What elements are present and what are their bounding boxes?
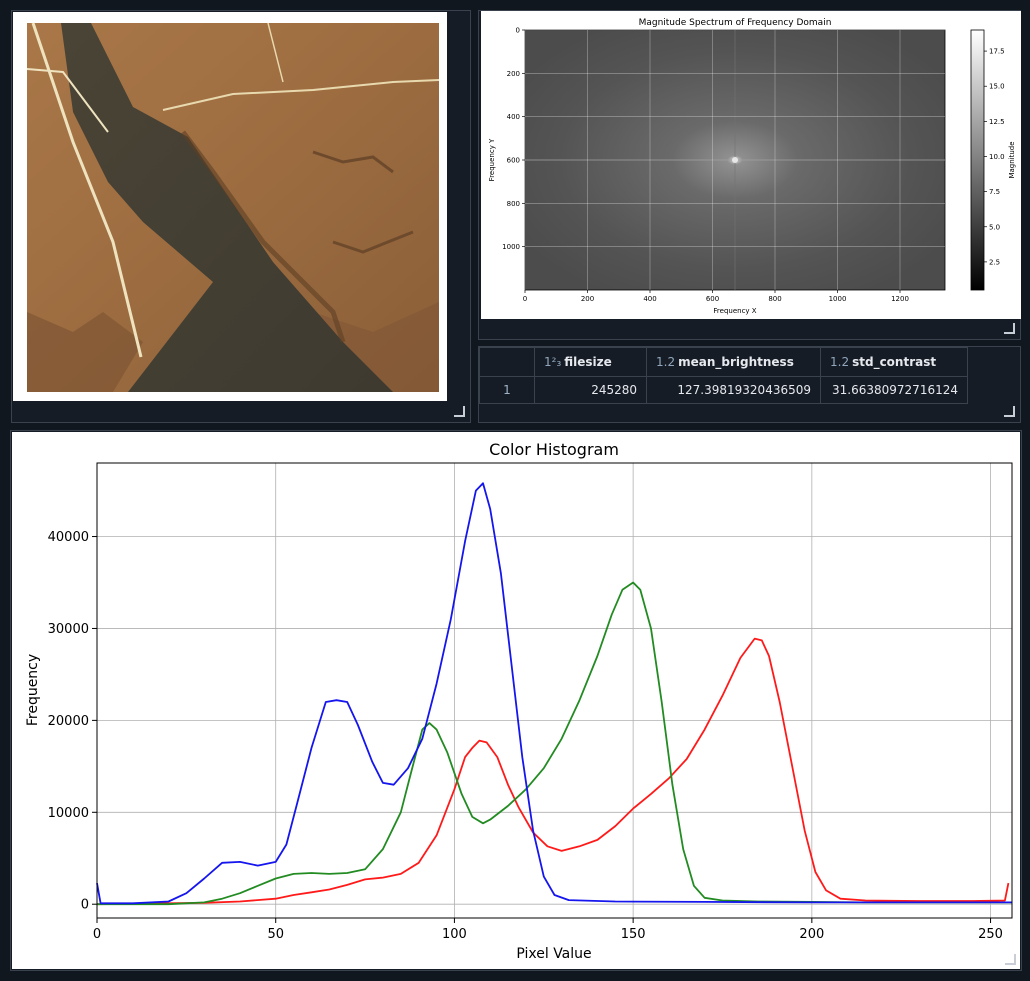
float-type-icon: 1.2: [656, 355, 676, 369]
spectrum-title: Magnitude Spectrum of Frequency Domain: [639, 18, 832, 28]
cell-std-contrast[interactable]: 31.66380972716124: [820, 376, 968, 404]
colorbar-tick-label: 10.0: [989, 153, 1005, 161]
x-tick-label: 100: [442, 927, 467, 942]
y-tick-label: 10000: [48, 806, 89, 821]
x-tick-label: 800: [768, 295, 781, 303]
colorbar-tick-label: 17.5: [989, 48, 1005, 56]
red-channel-line: [96, 637, 1010, 906]
histogram-chart: Color Histogram 0 50 100 150 200 250 0 10000 200…: [25, 440, 1013, 962]
x-tick-label: 1000: [829, 295, 847, 303]
y-tick-label: 800: [507, 200, 520, 208]
histogram-figure: Color Histogram 0 50 100 150 200 250 0 10000 200…: [12, 432, 1020, 969]
spectrum-figure: Magnitude Spectrum of Frequency Domain 0…: [481, 11, 1021, 319]
row-index: 1: [479, 376, 535, 404]
histogram-xlabel: Pixel Value: [516, 946, 591, 962]
rock-photo: [13, 12, 447, 401]
colorbar-label: Magnitude: [1008, 141, 1016, 178]
table-header-row: 1²₃ filesize 1.2 mean_brightness 1.2 std_co…: [479, 347, 968, 377]
index-header: [479, 347, 535, 377]
colorbar: [970, 29, 985, 291]
x-tick-label: 250: [978, 927, 1003, 942]
column-name: filesize: [564, 355, 612, 369]
resize-handle[interactable]: [454, 406, 465, 417]
y-tick-label: 200: [507, 70, 520, 78]
resize-handle[interactable]: [1004, 406, 1015, 417]
y-tick-label: 400: [507, 113, 520, 121]
spectrum-output-panel: Magnitude Spectrum of Frequency Domain 0…: [478, 10, 1021, 340]
colorbar-tick-label: 7.5: [989, 188, 1000, 196]
colorbar-tick-label: 15.0: [989, 83, 1005, 91]
resize-handle[interactable]: [1005, 954, 1016, 965]
x-tick-label: 150: [621, 927, 646, 942]
y-tick-label: 20000: [48, 714, 89, 729]
image-output-panel: [11, 10, 471, 423]
histogram-title: Color Histogram: [489, 440, 619, 459]
column-header-filesize[interactable]: 1²₃ filesize: [534, 347, 647, 377]
table-row[interactable]: 1 245280 127.39819320436509 31.663809727…: [479, 376, 968, 404]
dataframe-output-panel: 1²₃ filesize 1.2 mean_brightness 1.2 std_co…: [478, 346, 1021, 423]
x-tick-label: 0: [523, 295, 527, 303]
x-tick-label: 400: [643, 295, 656, 303]
x-tick-label: 600: [706, 295, 719, 303]
column-name: mean_brightness: [678, 355, 794, 369]
y-tick-label: 600: [507, 157, 520, 165]
y-tick-label: 0: [81, 898, 89, 913]
y-tick-label: 1000: [502, 243, 520, 251]
green-channel-line: [97, 581, 1012, 906]
histogram-ylabel: Frequency: [25, 654, 41, 726]
x-tick-label: 200: [581, 295, 594, 303]
column-header-std-contrast[interactable]: 1.2 std_contrast: [820, 347, 968, 377]
stats-table: 1²₃ filesize 1.2 mean_brightness 1.2 std_co…: [479, 347, 968, 404]
spectrum-ylabel: Frequency Y: [488, 138, 496, 181]
x-tick-label: 200: [799, 927, 824, 942]
spectrum-peak: [732, 157, 738, 163]
x-tick-label: 1200: [891, 295, 909, 303]
int-type-icon: 1²₃: [544, 355, 562, 369]
y-tick-label: 0: [516, 27, 520, 35]
x-tick-label: 50: [267, 927, 284, 942]
column-name: std_contrast: [852, 355, 937, 369]
plot-frame: [96, 462, 1013, 919]
float-type-icon: 1.2: [830, 355, 850, 369]
colorbar-tick-label: 5.0: [989, 223, 1000, 231]
colorbar-tick-label: 12.5: [989, 118, 1005, 126]
column-header-mean-brightness[interactable]: 1.2 mean_brightness: [646, 347, 821, 377]
rock-photo-graphic: [26, 22, 440, 392]
colorbar-tick-label: 2.5: [989, 258, 1000, 266]
x-tick-label: 0: [93, 927, 101, 942]
blue-channel-line: [96, 482, 1012, 905]
histogram-output-panel: Color Histogram 0 50 100 150 200 250 0 10000 200…: [10, 430, 1022, 971]
y-tick-label: 40000: [48, 530, 89, 545]
resize-handle[interactable]: [1004, 323, 1015, 334]
cell-mean-brightness[interactable]: 127.39819320436509: [646, 376, 821, 404]
y-tick-label: 30000: [48, 622, 89, 637]
spectrum-chart: Magnitude Spectrum of Frequency Domain 0…: [488, 18, 1016, 315]
spectrum-xlabel: Frequency X: [713, 307, 756, 315]
cell-filesize[interactable]: 245280: [534, 376, 647, 404]
